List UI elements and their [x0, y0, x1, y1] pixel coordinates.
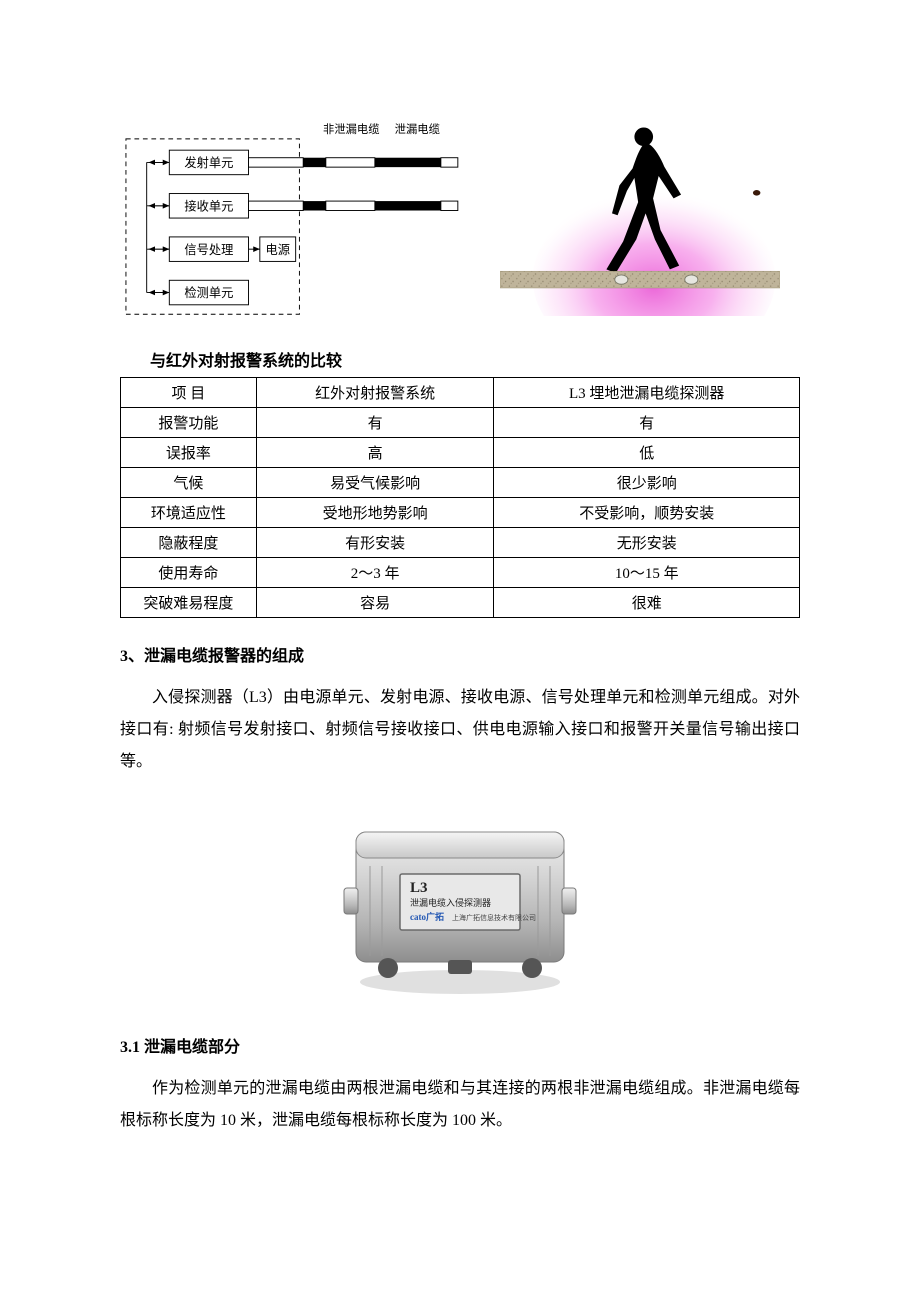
table-cell: 突破难易程度	[121, 588, 257, 618]
table-cell: 隐蔽程度	[121, 528, 257, 558]
table-row: 隐蔽程度有形安装无形安装	[121, 528, 800, 558]
cable-label-leak: 泄漏电缆	[395, 122, 440, 136]
box-power-label: 电源	[265, 243, 290, 257]
stray-dot	[753, 190, 760, 196]
device-label-brand: cato广拓	[410, 911, 444, 922]
cable-top	[249, 158, 458, 167]
sensor-left	[615, 275, 628, 284]
box-signal-label: 信号处理	[184, 243, 233, 257]
table-cell: 10～15 年	[494, 558, 800, 588]
device-label-title: L3	[410, 880, 428, 896]
table-cell: 报警功能	[121, 408, 257, 438]
table-cell: 有形安装	[256, 528, 494, 558]
device-label-company: 上海广拓信息技术有限公司	[452, 913, 536, 922]
col-header: L3 埋地泄漏电缆探测器	[494, 378, 800, 408]
comparison-heading: 与红外对射报警系统的比较	[150, 347, 800, 371]
device-svg: L3 泄漏电缆入侵探测器 cato广拓 上海广拓信息技术有限公司	[330, 798, 590, 998]
field-diagram-svg	[500, 120, 780, 316]
box-receive-label: 接收单元	[184, 199, 233, 214]
table-cell: 很难	[494, 588, 800, 618]
section-3-1-title: 3.1 泄漏电缆部分	[120, 1033, 800, 1057]
table-cell: 易受气候影响	[256, 468, 494, 498]
table-cell: 受地形地势影响	[256, 498, 494, 528]
ground-strip	[500, 271, 780, 288]
sensor-right	[685, 275, 698, 284]
table-cell: 使用寿命	[121, 558, 257, 588]
cable-bottom	[249, 201, 458, 210]
col-header: 项 目	[121, 378, 257, 408]
table-cell: 有	[256, 408, 494, 438]
section-3-title: 3、泄漏电缆报警器的组成	[120, 642, 800, 666]
table-cell: 容易	[256, 588, 494, 618]
unit-boxes: 发射单元 接收单元 信号处理 检测单元 电源	[169, 150, 295, 305]
table-row: 误报率高低	[121, 438, 800, 468]
table-cell: 不受影响，顺势安装	[494, 498, 800, 528]
block-diagram-svg: 发射单元 接收单元 信号处理 检测单元 电源	[120, 120, 460, 318]
cable-label-nonleak: 非泄漏电缆	[323, 122, 380, 136]
device-illustration: L3 泄漏电缆入侵探测器 cato广拓 上海广拓信息技术有限公司	[120, 798, 800, 1003]
box-detect-label: 检测单元	[184, 285, 233, 300]
comparison-table: 项 目 红外对射报警系统 L3 埋地泄漏电缆探测器 报警功能有有误报率高低气候易…	[120, 377, 800, 618]
diagram-row: 发射单元 接收单元 信号处理 检测单元 电源	[120, 120, 800, 323]
document-page: 发射单元 接收单元 信号处理 检测单元 电源	[0, 0, 920, 1302]
device-label-sub: 泄漏电缆入侵探测器	[410, 897, 491, 908]
table-header-row: 项 目 红外对射报警系统 L3 埋地泄漏电缆探测器	[121, 378, 800, 408]
table-row: 报警功能有有	[121, 408, 800, 438]
section-3-body: 入侵探测器（L3）由电源单元、发射电源、接收电源、信号处理单元和检测单元组成。对…	[120, 682, 800, 778]
box-transmit-label: 发射单元	[184, 155, 233, 170]
table-cell: 误报率	[121, 438, 257, 468]
table-row: 环境适应性受地形地势影响不受影响，顺势安装	[121, 498, 800, 528]
table-cell: 低	[494, 438, 800, 468]
col-header: 红外对射报警系统	[256, 378, 494, 408]
section-3-1-body: 作为检测单元的泄漏电缆由两根泄漏电缆和与其连接的两根非泄漏电缆组成。非泄漏电缆每…	[120, 1073, 800, 1137]
table-cell: 2～3 年	[256, 558, 494, 588]
table-row: 使用寿命2～3 年10～15 年	[121, 558, 800, 588]
table-cell: 高	[256, 438, 494, 468]
block-diagram: 发射单元 接收单元 信号处理 检测单元 电源	[120, 120, 460, 323]
table-cell: 很少影响	[494, 468, 800, 498]
table-cell: 无形安装	[494, 528, 800, 558]
table-cell: 环境适应性	[121, 498, 257, 528]
field-diagram	[500, 120, 800, 321]
table-cell: 气候	[121, 468, 257, 498]
table-row: 突破难易程度容易很难	[121, 588, 800, 618]
table-row: 气候易受气候影响很少影响	[121, 468, 800, 498]
table-cell: 有	[494, 408, 800, 438]
